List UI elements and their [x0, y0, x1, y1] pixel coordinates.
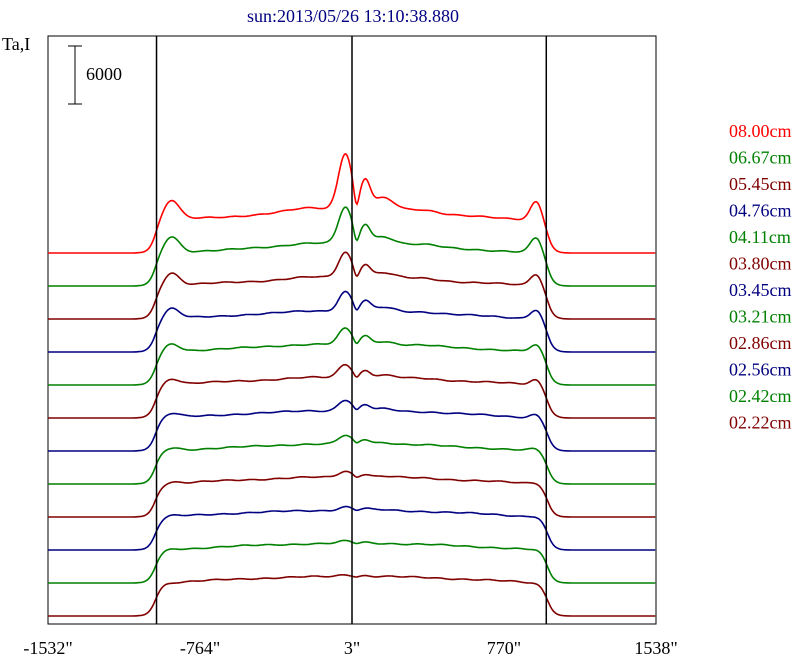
- y-axis-label: Ta,I: [2, 34, 30, 54]
- scale-bar: 6000: [68, 45, 122, 105]
- legend: 08.00cm 06.67cm 05.45cm 04.76cm 04.11cm 03.80…: [729, 121, 792, 433]
- scale-bar-label: 6000: [86, 64, 122, 84]
- legend-entry: 02.56cm: [729, 360, 792, 380]
- legend-entry: 03.80cm: [729, 254, 792, 274]
- legend-entry: 04.11cm: [729, 227, 791, 247]
- x-tick-label: -1532": [23, 638, 72, 658]
- vertical-markers: [155, 36, 548, 624]
- legend-entry: 02.22cm: [729, 413, 792, 433]
- legend-entry: 06.67cm: [729, 148, 792, 168]
- legend-entry: 03.45cm: [729, 280, 792, 300]
- chart-title: sun:2013/05/26 13:10:38.880: [247, 6, 459, 26]
- x-tick-label: 770": [487, 638, 521, 658]
- x-axis-ticks: -1532" -764" 3" 770" 1538": [23, 638, 677, 658]
- legend-entry: 03.21cm: [729, 307, 792, 327]
- legend-entry: 04.76cm: [729, 201, 792, 221]
- x-tick-label: 3": [344, 638, 360, 658]
- legend-entry: 02.42cm: [729, 386, 792, 406]
- x-tick-label: -764": [180, 638, 220, 658]
- x-tick-label: 1538": [634, 638, 677, 658]
- legend-entry: 08.00cm: [729, 121, 792, 141]
- legend-entry: 05.45cm: [729, 174, 792, 194]
- legend-entry: 02.86cm: [729, 333, 792, 353]
